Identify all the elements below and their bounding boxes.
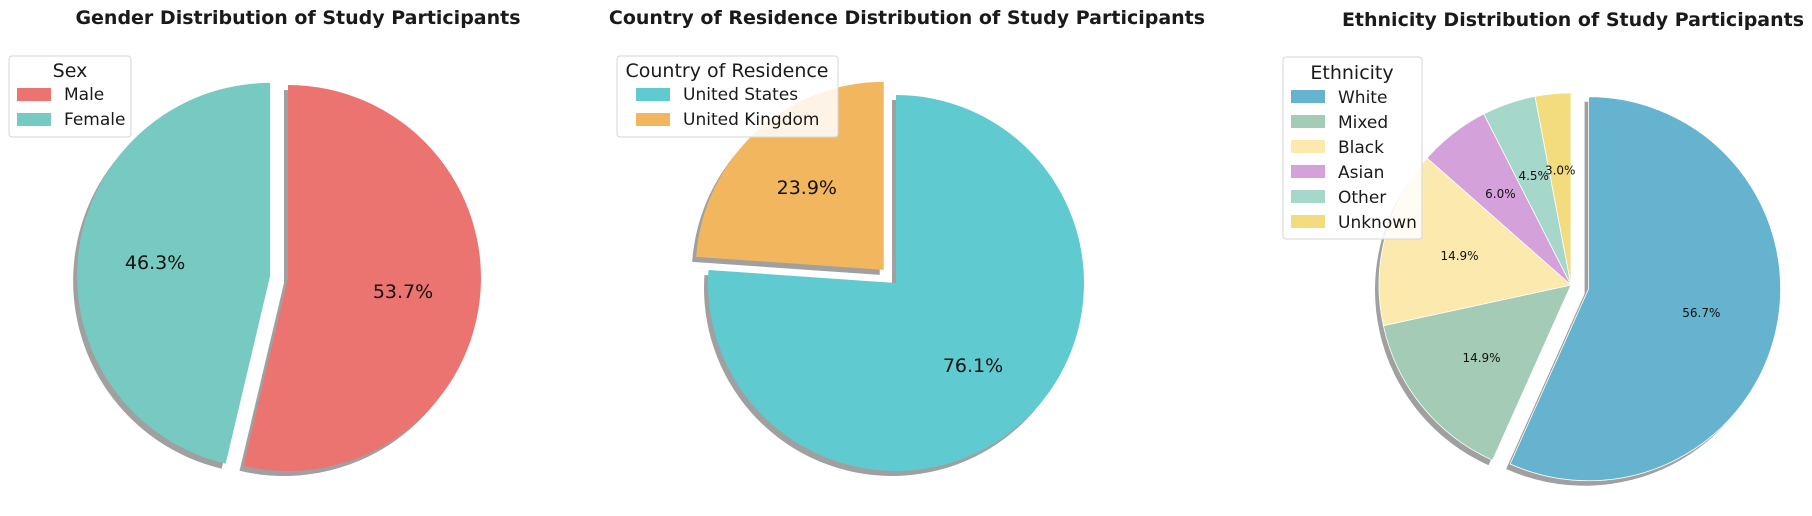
legend-label-male: Male (64, 85, 104, 105)
slice-mixed (1382, 284, 1572, 461)
legend-label-mixed: Mixed (1338, 113, 1388, 133)
pie-ethnicity: 56.7% 14.9% 14.9% 6.0%4.5%3.0% (1374, 92, 1781, 486)
legend-title: Sex (53, 60, 88, 82)
legend-swatch-male (17, 88, 51, 101)
slice-label-mixed: 14.9% (1462, 351, 1500, 365)
pie-labels: 76.1% 23.9% (777, 177, 1004, 377)
slice-label-united-states: 76.1% (943, 355, 1003, 377)
pie-gender: 53.7% 46.3% (73, 82, 481, 476)
legend-label-united-states: United States (683, 85, 798, 105)
legend-swatch-female (17, 113, 51, 126)
pie-chart-gender: Gender Distribution of Study Participant… (8, 7, 521, 476)
slice-unknown (1534, 92, 1572, 286)
legend-label-unknown: Unknown (1338, 213, 1417, 233)
chart-title-country: Country of Residence Distribution of Stu… (609, 7, 1205, 29)
legend-country: Country of Residence United States Unite… (616, 55, 839, 138)
legend-swatch-white (1291, 90, 1325, 103)
legend-swatch-unknown (1291, 215, 1325, 228)
legend-gender: Sex Male Female (8, 55, 132, 138)
pie-labels: 53.7% 46.3% (125, 252, 433, 303)
slice-label-female: 46.3% (125, 252, 185, 274)
legend-label-united-kingdom: United Kingdom (683, 110, 819, 130)
slice-female (77, 82, 271, 464)
legend-label-asian: Asian (1338, 163, 1384, 183)
chart-title-gender: Gender Distribution of Study Participant… (75, 7, 520, 29)
legend-swatch-united-states (636, 88, 670, 101)
slice-label-other: 4.5% (1518, 169, 1549, 183)
slice-united-states (708, 95, 1085, 471)
pie-chart-country: Country of Residence Distribution of Stu… (609, 7, 1205, 476)
pie-chart-ethnicity: Ethnicity Distribution of Study Particip… (1282, 9, 1804, 486)
legend-swatch-other (1291, 190, 1325, 203)
legend-swatch-mixed (1291, 115, 1325, 128)
legend-title: Ethnicity (1310, 62, 1393, 84)
slice-white (1509, 96, 1781, 482)
pie-labels: 56.7% 14.9% 14.9% 6.0%4.5%3.0% (1440, 164, 1720, 365)
legend-swatch-asian (1291, 165, 1325, 178)
legend-label-other: Other (1338, 188, 1386, 208)
legend-label-black: Black (1338, 138, 1384, 158)
slice-label-united-kingdom: 23.9% (777, 177, 837, 199)
legend-title: Country of Residence (625, 60, 828, 82)
legend-frame (616, 55, 839, 138)
pie-slices (1378, 92, 1781, 482)
legend-swatch-black (1291, 140, 1325, 153)
slice-label-male: 53.7% (373, 281, 433, 303)
pie-slices (77, 82, 481, 471)
slice-male (243, 85, 481, 471)
slice-label-asian: 6.0% (1485, 187, 1516, 201)
legend-ethnicity: Ethnicity White Mixed Black Asian Other … (1282, 56, 1423, 240)
legend-swatch-united-kingdom (636, 113, 670, 126)
legend-label-white: White (1338, 88, 1387, 108)
slice-label-unknown: 3.0% (1545, 164, 1576, 178)
slice-label-white: 56.7% (1682, 306, 1720, 320)
legend-label-female: Female (64, 110, 125, 130)
chart-title-ethnicity: Ethnicity Distribution of Study Particip… (1342, 9, 1804, 31)
slice-label-black: 14.9% (1440, 249, 1478, 263)
pie-country: 76.1% 23.9% (692, 81, 1085, 476)
